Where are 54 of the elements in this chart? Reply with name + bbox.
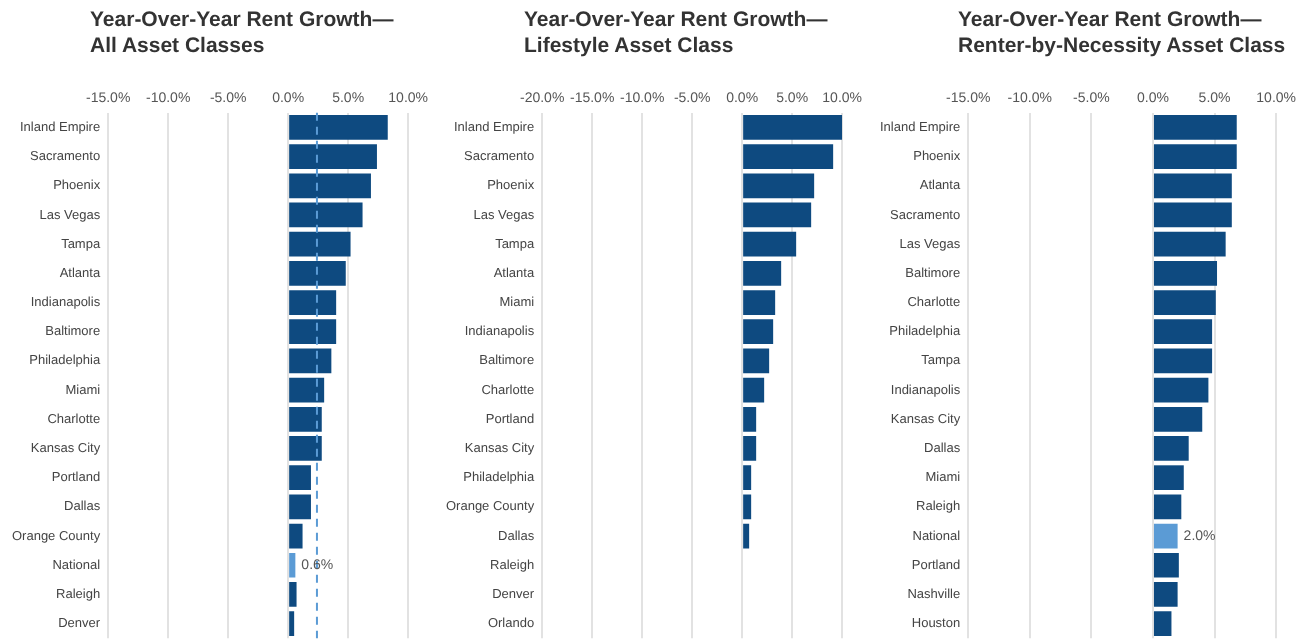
bar [743,231,797,257]
bar [743,144,834,169]
chart-title: Year-Over-Year Rent Growth— All Asset Classes [90,8,394,60]
bar [743,290,776,315]
bar [1153,436,1189,461]
bar [1153,523,1178,549]
bar [289,260,346,286]
bar [1153,260,1218,286]
bar [289,611,295,636]
bar [743,260,782,286]
bar [743,115,843,140]
bar [1153,348,1213,374]
chart-title: Year-Over-Year Rent Growth— Renter-by-Necessity Asset Class [958,8,1286,60]
bar [1153,202,1232,228]
bar [289,552,296,578]
chart-title: Year-Over-Year Rent Growth— Lifestyle Asset Class [524,8,828,60]
bar [743,523,750,549]
bar [1153,290,1216,315]
bar [1153,231,1226,257]
bar [289,202,363,228]
bar [743,319,774,345]
bar [289,290,337,315]
bar [289,436,322,461]
bar [1153,319,1213,345]
bar [1153,173,1232,199]
bar [289,494,311,520]
bar [1153,144,1237,169]
bar [289,173,371,199]
bar [1153,611,1172,636]
bar [289,319,337,345]
bar [1153,494,1182,520]
bar [743,377,765,403]
bar [289,406,322,432]
bar [743,202,812,228]
bar [289,377,325,403]
bar [743,173,815,199]
bar [289,523,303,549]
bar [743,494,752,520]
bar [289,115,388,140]
bar [743,465,752,491]
bar [1153,377,1209,403]
bar [1153,465,1184,491]
bar [743,348,770,374]
bar [289,465,311,491]
bar [743,436,757,461]
bar [289,231,351,257]
bar [289,144,377,169]
bar [1153,115,1237,140]
bar [743,406,757,432]
bar [1153,582,1178,607]
bar [289,582,297,607]
bar [289,348,332,374]
bar [1153,552,1179,578]
bar [1153,406,1203,432]
